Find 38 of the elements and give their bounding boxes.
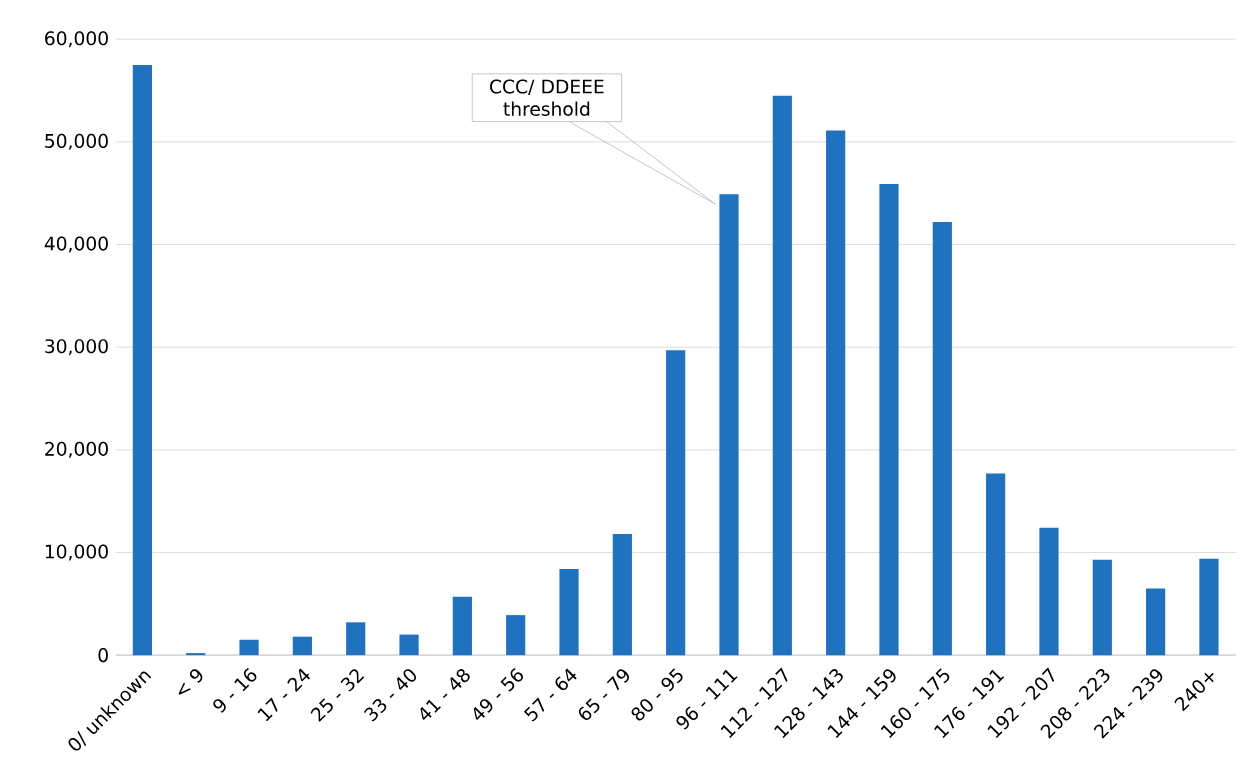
bar (719, 194, 739, 656)
y-tick-label: 30,000 (45, 339, 108, 356)
bar (346, 622, 366, 656)
y-tick-label: 20,000 (45, 441, 108, 458)
y-tick-label: 50,000 (45, 133, 108, 150)
x-tick-label: < 9 (178, 669, 203, 695)
x-tick-label: 41 - 48 (420, 668, 470, 720)
x-tick-label: 33 - 40 (364, 669, 417, 722)
bar (932, 222, 952, 656)
x-tick-label: 25 - 32 (310, 669, 365, 722)
bar (772, 95, 792, 656)
bar (559, 568, 579, 656)
bar (506, 615, 526, 656)
y-tick-label: 40,000 (44, 236, 108, 253)
bar (612, 534, 632, 656)
bar (1146, 588, 1166, 656)
bar (1092, 559, 1112, 656)
bar (826, 130, 846, 656)
x-tick-label: 57 - 64 (523, 668, 577, 722)
bar (132, 64, 152, 656)
x-tick-label: 65 - 79 (578, 669, 629, 721)
x-tick-label: 49 - 56 (473, 668, 524, 720)
bar (879, 184, 899, 656)
bar (1199, 558, 1219, 656)
bar (666, 350, 686, 656)
y-tick-label: 0 (98, 648, 108, 663)
bar (292, 636, 312, 656)
annotation: CCC/ DDEEE threshold (490, 79, 604, 117)
bar (239, 639, 259, 656)
bar (1039, 527, 1059, 656)
x-tick-label: 17 - 24 (257, 668, 311, 722)
x-tick-label: 9 - 16 (213, 668, 257, 713)
bar (452, 596, 472, 656)
bar (986, 473, 1006, 656)
bar (186, 653, 206, 656)
bar (399, 634, 419, 656)
y-tick-label: 60,000 (45, 31, 108, 48)
y-tick-label: 10,000 (45, 544, 108, 561)
